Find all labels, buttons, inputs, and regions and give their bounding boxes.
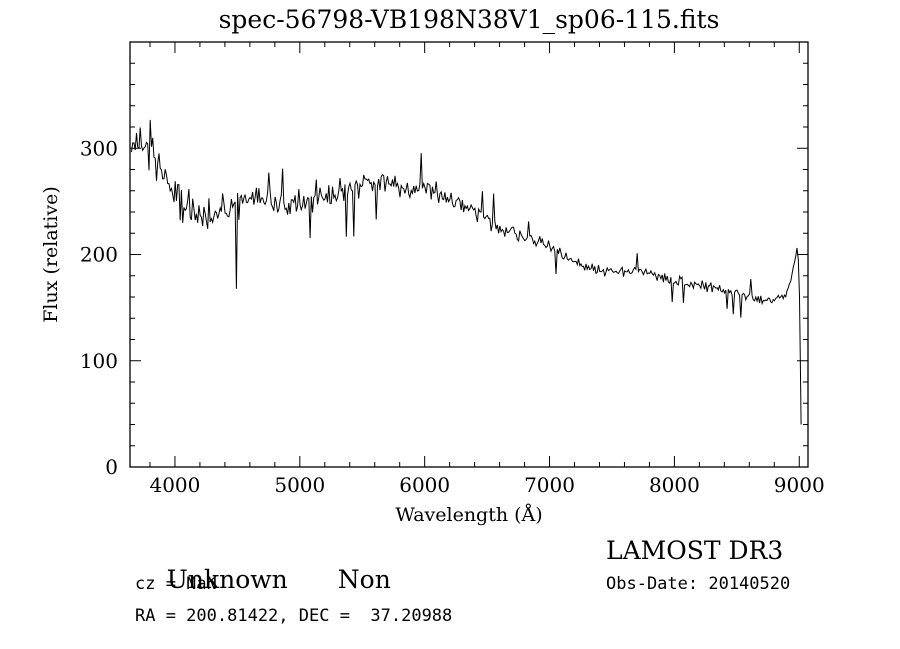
y-tick-label: 100 bbox=[80, 349, 118, 373]
obs-date-label: Obs-Date: 20140520 bbox=[606, 574, 791, 594]
y-tick-label: 300 bbox=[80, 136, 118, 160]
subclass-label: Non bbox=[337, 565, 391, 594]
survey-label: LAMOST DR3 bbox=[606, 536, 784, 565]
plot-box bbox=[129, 41, 809, 468]
x-tick-label: 4000 bbox=[149, 473, 200, 497]
y-tick-label: 0 bbox=[105, 455, 118, 479]
spectrum-chart: 4000 5000 6000 7000 8000 9000 0 100 200 300 spec-5… bbox=[40, 5, 825, 526]
ra-dec-label: RA = 200.81422, DEC = 37.20988 bbox=[135, 606, 453, 626]
x-tick-label: 5000 bbox=[274, 473, 325, 497]
class-label: Unknown bbox=[166, 565, 288, 594]
y-axis-label: Flux (relative) bbox=[40, 186, 62, 323]
x-tick-label: 8000 bbox=[649, 473, 700, 497]
classification-line: Unknown Non bbox=[135, 536, 391, 623]
x-axis-label: Wavelength (Å) bbox=[395, 504, 542, 526]
x-tick-label: 6000 bbox=[399, 473, 450, 497]
cz-label: cz = NaN bbox=[135, 574, 217, 594]
x-tick-label: 7000 bbox=[524, 473, 575, 497]
chart-title: spec-56798-VB198N38V1_sp06-115.fits bbox=[219, 5, 720, 34]
spectrum-trace bbox=[131, 119, 802, 425]
x-tick-label: 9000 bbox=[774, 473, 825, 497]
y-tick-label: 200 bbox=[80, 243, 118, 267]
